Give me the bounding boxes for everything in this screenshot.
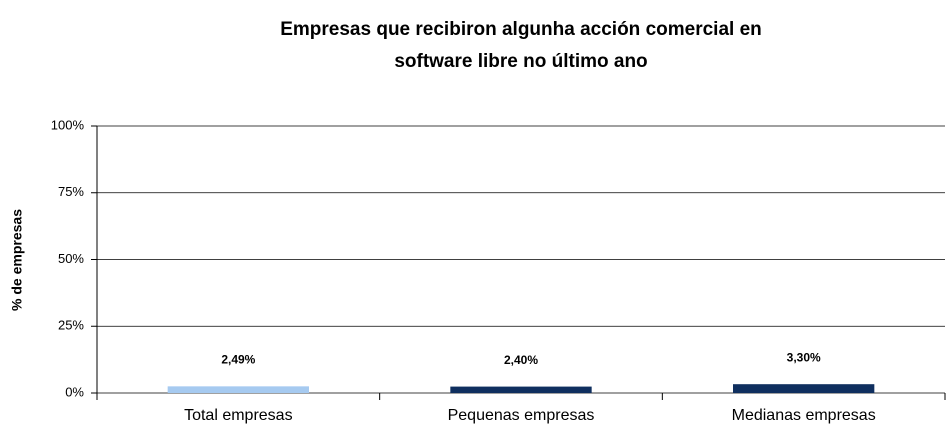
- value-label: 2,40%: [504, 353, 538, 367]
- y-tick-label: 75%: [58, 184, 84, 199]
- x-tick-label: Total empresas: [184, 407, 293, 424]
- value-label: 3,30%: [787, 350, 821, 364]
- y-tick-label: 50%: [58, 251, 84, 266]
- chart-title: Empresas que recibiron algunha acción co…: [280, 19, 762, 40]
- bar: [450, 386, 592, 393]
- x-tick-label: Pequenas empresas: [448, 407, 595, 424]
- x-tick-label: Medianas empresas: [732, 407, 876, 424]
- y-tick-label: 0%: [65, 384, 84, 399]
- bar: [167, 386, 309, 393]
- value-label: 2,49%: [221, 353, 255, 367]
- chart-title: software libre no último ano: [394, 51, 647, 72]
- y-tick-label: 100%: [51, 117, 85, 132]
- y-tick-label: 25%: [58, 318, 84, 333]
- bar: [733, 384, 875, 393]
- y-axis-title: % de empresas: [9, 209, 25, 311]
